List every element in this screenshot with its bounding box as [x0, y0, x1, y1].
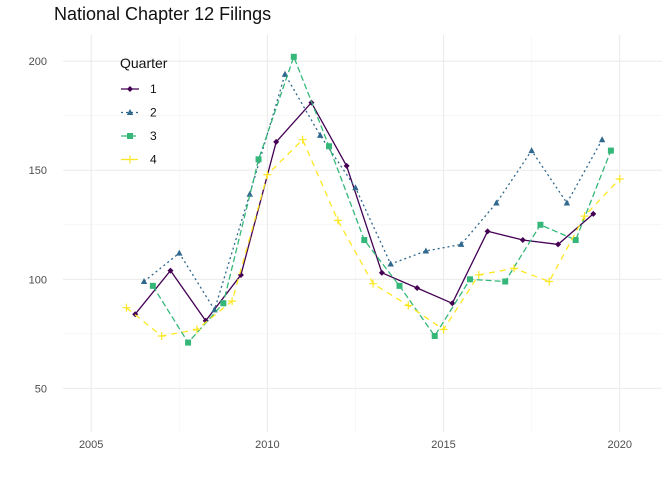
legend-key-marker — [127, 86, 133, 92]
series-1-point — [590, 210, 597, 217]
series-2-point — [140, 277, 148, 284]
series-3-point — [326, 143, 333, 150]
series-3-point — [537, 221, 544, 228]
y-tick-label: 50 — [35, 383, 47, 395]
series-4-point — [192, 325, 201, 334]
series-2-point — [598, 136, 606, 143]
x-tick-label: 2020 — [607, 439, 631, 451]
series-4-line — [125, 138, 621, 337]
series-1-point — [202, 317, 209, 324]
x-tick-label: 2010 — [255, 439, 279, 451]
y-tick-label: 200 — [29, 56, 47, 68]
series-3 — [149, 53, 614, 346]
legend-item-2: 2 — [121, 106, 157, 120]
x-tick-label: 2015 — [431, 439, 455, 451]
series-3-point — [220, 300, 227, 307]
series-4-point — [510, 264, 519, 273]
y-tick-label: 100 — [29, 274, 47, 286]
series-4-point — [439, 325, 448, 334]
series-2-point — [246, 190, 253, 197]
legend-title: Quarter — [120, 55, 168, 71]
series-3-point — [185, 339, 192, 346]
series-layer — [122, 53, 624, 346]
series-1-point — [519, 237, 526, 244]
series-3-point — [572, 237, 579, 244]
series-3-point — [502, 278, 509, 285]
series-4 — [122, 135, 624, 341]
series-4-point — [333, 216, 342, 225]
series-4-point — [404, 301, 413, 310]
legend: Quarter 1 2 3 4 — [120, 55, 168, 167]
series-4-point — [228, 297, 237, 306]
series-4-point — [580, 212, 589, 221]
legend-key-marker — [126, 155, 134, 164]
series-4-point — [545, 277, 554, 286]
series-1-point — [449, 300, 456, 307]
legend-item-1: 1 — [121, 82, 157, 96]
series-3-line — [152, 54, 612, 344]
series-2-point — [352, 184, 359, 191]
series-4-point — [157, 332, 166, 341]
legend-label: 2 — [150, 106, 157, 120]
series-1-point — [167, 267, 174, 274]
series-3-point — [149, 282, 156, 289]
series-3-point — [255, 156, 262, 163]
legend-label: 1 — [150, 82, 157, 96]
legend-item-3: 3 — [121, 129, 157, 143]
axis-tick-labels: 2005 2010 2015 2020 50 100 150 200 — [29, 56, 632, 451]
series-3-point — [466, 276, 473, 283]
series-3-point — [607, 147, 614, 154]
series-3-point — [431, 333, 438, 340]
legend-label: 4 — [150, 153, 157, 167]
series-3-point — [361, 237, 368, 244]
series-1-point — [273, 138, 280, 145]
legend-label: 3 — [150, 129, 157, 143]
series-4-point — [122, 303, 131, 312]
series-2 — [140, 70, 606, 313]
series-2-point — [281, 70, 289, 77]
series-3-point — [396, 282, 403, 289]
legend-key-marker — [126, 109, 134, 115]
series-4-point — [474, 270, 483, 279]
series-4-point — [298, 135, 307, 144]
x-tick-label: 2005 — [79, 439, 103, 451]
series-2-point — [176, 249, 183, 256]
series-1-point — [343, 162, 350, 169]
series-2-point — [422, 247, 430, 254]
series-2-point — [563, 199, 571, 206]
series-1-point — [555, 241, 562, 248]
series-2-point — [528, 147, 535, 154]
y-tick-label: 150 — [29, 165, 47, 177]
series-4-point — [369, 279, 378, 288]
series-1-point — [414, 285, 421, 292]
series-2-point — [317, 131, 324, 138]
series-2-line — [143, 72, 603, 312]
series-4-point — [615, 174, 624, 183]
series-1-point — [378, 269, 385, 276]
series-2-point — [387, 260, 394, 267]
series-1-point — [484, 228, 491, 235]
series-1 — [132, 99, 597, 324]
series-4-point — [263, 170, 272, 179]
chart-title: National Chapter 12 Filings — [54, 4, 272, 24]
series-3-point — [290, 53, 297, 60]
legend-key-marker — [127, 133, 133, 139]
legend-item-4: 4 — [121, 153, 157, 167]
series-2-point — [457, 240, 465, 247]
series-2-point — [493, 199, 500, 206]
series-1-line — [134, 101, 594, 322]
